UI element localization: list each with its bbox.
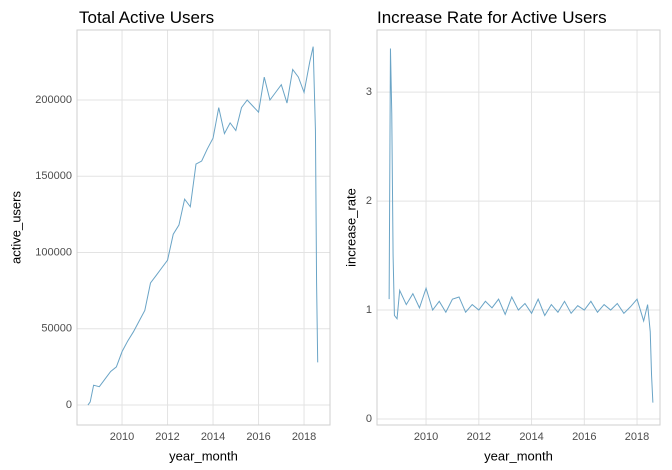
chart-title: Total Active Users bbox=[79, 8, 214, 27]
y-tick-label: 3 bbox=[366, 86, 372, 98]
y-tick-label: 200000 bbox=[35, 94, 72, 106]
y-axis-label: increase_rate bbox=[343, 188, 358, 267]
y-tick-label: 0 bbox=[66, 399, 72, 411]
x-tick-label: 2016 bbox=[572, 431, 596, 443]
data-line bbox=[87, 46, 319, 406]
x-tick-label: 2014 bbox=[201, 431, 225, 443]
x-axis-label: year_month bbox=[484, 448, 553, 463]
y-tick-label: 50000 bbox=[41, 323, 72, 335]
y-axis-label: active_users bbox=[8, 191, 23, 264]
x-axis-label: year_month bbox=[169, 448, 238, 463]
x-tick-label: 2012 bbox=[467, 431, 491, 443]
y-tick-label: 1 bbox=[366, 304, 372, 316]
chart-title: Increase Rate for Active Users bbox=[377, 8, 607, 27]
x-tick-label: 2012 bbox=[155, 431, 179, 443]
x-tick-label: 2014 bbox=[519, 431, 543, 443]
x-tick-label: 2010 bbox=[414, 431, 438, 443]
y-tick-label: 150000 bbox=[35, 170, 72, 182]
panel-frame bbox=[376, 29, 661, 426]
x-tick-label: 2018 bbox=[292, 431, 316, 443]
y-tick-label: 0 bbox=[366, 413, 372, 425]
panel-frame bbox=[76, 29, 331, 426]
x-tick-label: 2018 bbox=[625, 431, 649, 443]
y-tick-label: 100000 bbox=[35, 246, 72, 258]
y-tick-label: 2 bbox=[366, 195, 372, 207]
x-tick-label: 2016 bbox=[246, 431, 270, 443]
x-tick-label: 2010 bbox=[110, 431, 134, 443]
data-line bbox=[388, 48, 654, 403]
